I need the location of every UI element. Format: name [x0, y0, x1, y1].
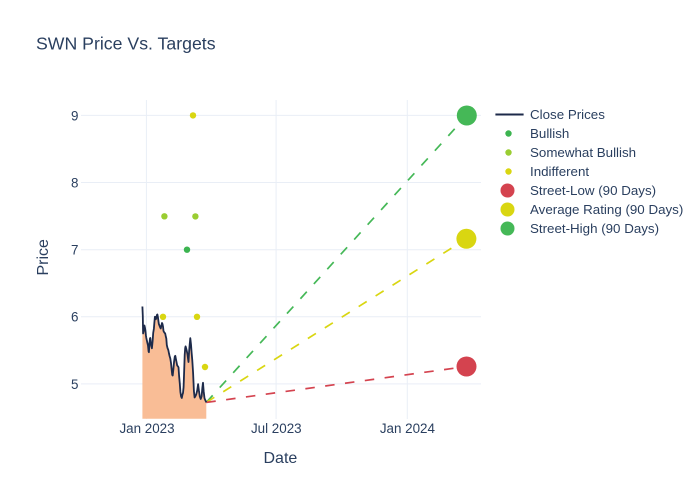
svg-text:SWN Price Vs. Targets: SWN Price Vs. Targets: [36, 34, 216, 54]
svg-text:7: 7: [71, 243, 78, 258]
svg-text:Street-Low (90 Days): Street-Low (90 Days): [530, 183, 656, 198]
svg-text:Price: Price: [35, 239, 52, 276]
svg-text:Bullish: Bullish: [530, 126, 569, 141]
svg-text:5: 5: [71, 377, 78, 392]
svg-text:Average Rating (90 Days): Average Rating (90 Days): [530, 202, 683, 217]
svg-text:9: 9: [71, 108, 78, 123]
svg-text:Somewhat Bullish: Somewhat Bullish: [530, 145, 636, 160]
svg-text:Date: Date: [264, 450, 298, 467]
svg-text:Close Prices: Close Prices: [530, 107, 605, 122]
svg-text:8: 8: [71, 175, 78, 190]
svg-text:Indifferent: Indifferent: [530, 164, 589, 179]
svg-text:Jul 2023: Jul 2023: [251, 421, 302, 436]
svg-text:Jan 2024: Jan 2024: [380, 421, 436, 436]
svg-text:6: 6: [71, 310, 78, 325]
svg-text:Jan 2023: Jan 2023: [119, 421, 174, 436]
svg-text:Street-High (90 Days): Street-High (90 Days): [530, 221, 659, 236]
